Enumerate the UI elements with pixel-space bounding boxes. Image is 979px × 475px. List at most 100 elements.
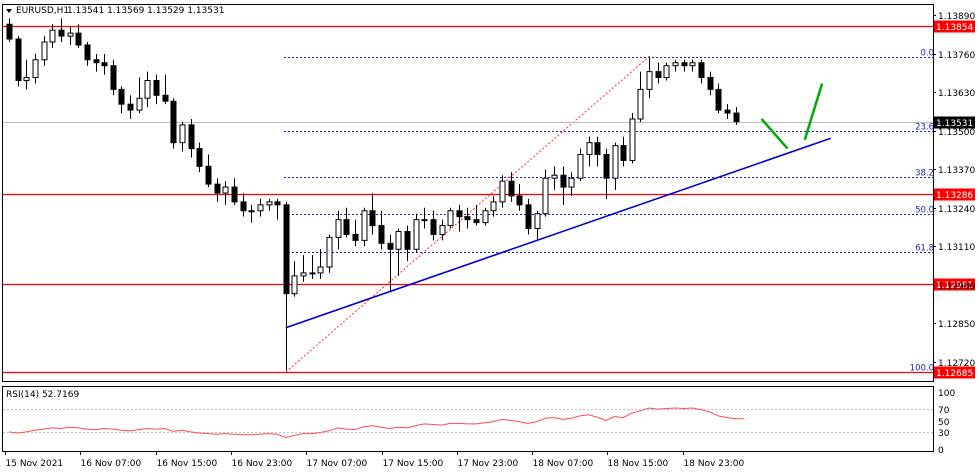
drawn-lines[interactable] — [285, 83, 832, 329]
bearish-candle — [153, 79, 160, 96]
bullish-candle — [577, 154, 584, 179]
bullish-candle — [23, 77, 30, 81]
fib-level-label: 0.0 — [920, 49, 934, 59]
rsi-axis-label: 0 — [938, 446, 944, 456]
level-price-label: 1.13854 — [936, 23, 973, 33]
bullish-candle — [41, 41, 48, 61]
bullish-candle — [136, 97, 143, 111]
bullish-candle — [499, 180, 506, 203]
x-tick-label: 18 Nov 23:00 — [684, 459, 745, 469]
bearish-candle — [715, 88, 722, 111]
y-tick-label: 1.12850 — [938, 320, 975, 330]
bearish-candle — [274, 201, 281, 206]
bearish-candle — [378, 225, 385, 244]
bullish-candle — [309, 272, 316, 275]
bearish-candle — [724, 109, 731, 114]
bearish-candle — [430, 219, 437, 235]
bearish-candle — [15, 38, 22, 81]
bullish-candle — [612, 145, 619, 179]
bearish-candle — [352, 233, 359, 241]
bearish-candle — [387, 242, 394, 250]
level-price-tag — [934, 188, 975, 201]
bearish-candle — [110, 65, 117, 90]
bullish-candle — [361, 210, 368, 241]
bullish-candle — [568, 177, 575, 188]
current-price-tag — [934, 116, 975, 129]
fib-level-label: 50.0 — [915, 206, 934, 216]
current-price-label: 1.13531 — [936, 119, 973, 129]
level-price-tag — [934, 20, 975, 33]
bullish-candle — [439, 225, 446, 235]
level-price-label: 1.13286 — [936, 191, 973, 201]
bullish-candle — [534, 213, 541, 230]
bearish-candle — [456, 210, 463, 218]
main-pane-frame — [2, 4, 934, 382]
symbol-dropdown-icon[interactable] — [6, 9, 12, 13]
x-tick-label: 17 Nov 23:00 — [458, 459, 519, 469]
bullish-candle — [413, 219, 420, 250]
bearish-candle — [283, 204, 290, 295]
bullish-candle — [317, 266, 324, 274]
bullish-candle — [663, 65, 670, 79]
bearish-candle — [525, 204, 532, 230]
bearish-candle — [733, 112, 740, 123]
rsi-line — [8, 407, 745, 439]
horizontal-levels[interactable]: 1.13854 1.13286 1.12981 1.12685 1.13531 — [3, 20, 975, 380]
bullish-candle — [144, 79, 151, 99]
rsi-axis-label: 30 — [938, 429, 950, 439]
bearish-candle — [214, 183, 221, 194]
level-price-tag — [934, 278, 975, 291]
ohlc-readout: 1.13541 1.13569 1.13529 1.13531 — [67, 6, 224, 16]
bullish-candle — [49, 29, 56, 43]
bearish-candle — [170, 100, 177, 144]
bullish-candle — [257, 204, 264, 212]
bullish-candle — [266, 201, 273, 206]
bearish-candle — [231, 186, 238, 203]
bearish-candle — [603, 154, 610, 179]
fib-level-label: 61.8 — [915, 244, 934, 254]
bullish-candle — [421, 219, 428, 222]
projection-up-stroke[interactable] — [803, 83, 824, 141]
x-tick-label: 16 Nov 23:00 — [232, 459, 293, 469]
rsi-axis-label: 100 — [938, 389, 955, 399]
level-price-tag — [934, 366, 975, 379]
bullish-candle — [637, 88, 644, 120]
fib-level-label: 38.2 — [915, 169, 934, 179]
rsi-pane-frame — [2, 386, 934, 452]
bearish-candle — [707, 77, 714, 90]
x-tick-label: 18 Nov 07:00 — [533, 459, 594, 469]
y-tick-label: 1.13500 — [938, 128, 975, 138]
bullish-candle — [395, 230, 402, 250]
bearish-candle — [655, 71, 662, 79]
bearish-candle — [508, 180, 515, 197]
bearish-candle — [473, 219, 480, 224]
level-price-label: 1.12685 — [936, 369, 973, 379]
bullish-candle — [629, 118, 636, 161]
y-tick-label: 1.13110 — [938, 243, 975, 253]
symbol-label: EURUSD,H1 — [16, 6, 69, 16]
y-tick-label: 1.12980 — [938, 282, 975, 292]
time-axis: 15 Nov 2021 16 Nov 07:00 16 Nov 15:00 16 No… — [5, 451, 745, 469]
bullish-candle — [326, 236, 333, 268]
bearish-candle — [188, 124, 195, 150]
bullish-candle — [542, 177, 549, 215]
bullish-candle — [248, 210, 255, 213]
ascending-trendline[interactable] — [285, 137, 832, 329]
bearish-candle — [464, 216, 471, 221]
bearish-candle — [75, 32, 82, 46]
bearish-candle — [93, 59, 100, 64]
projection-down-stroke[interactable] — [760, 118, 789, 150]
bearish-candle — [681, 62, 688, 67]
x-tick-label: 17 Nov 07:00 — [307, 459, 368, 469]
bullish-candle — [447, 210, 454, 227]
fib-level-label: 100.0 — [910, 364, 934, 374]
bearish-candle — [404, 230, 411, 250]
rsi-axis-label: 50 — [938, 418, 950, 428]
y-tick-label: 1.13240 — [938, 205, 975, 215]
rsi-axis-label: 70 — [938, 406, 950, 416]
bullish-candle — [689, 62, 696, 67]
bearish-candle — [196, 148, 203, 167]
